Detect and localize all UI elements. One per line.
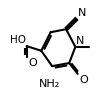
Text: N: N: [76, 36, 85, 46]
Text: O: O: [28, 58, 37, 68]
Text: HO: HO: [10, 35, 26, 45]
Text: NH₂: NH₂: [39, 79, 60, 89]
Text: O: O: [79, 75, 88, 85]
Text: N: N: [78, 8, 86, 18]
